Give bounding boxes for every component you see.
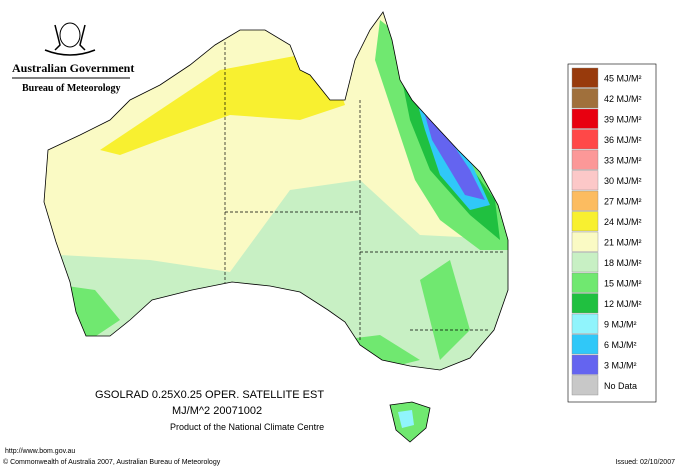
legend-swatch xyxy=(571,231,599,252)
legend-label: 21 MJ/M² xyxy=(604,237,642,247)
legend-label: 18 MJ/M² xyxy=(604,258,642,268)
legend-label: 30 MJ/M² xyxy=(604,176,642,186)
legend-label: 33 MJ/M² xyxy=(604,155,642,165)
legend-swatch xyxy=(571,313,599,334)
tasmania-region xyxy=(398,410,414,428)
legend-swatch xyxy=(571,211,599,232)
legend-label: 3 MJ/M² xyxy=(604,360,637,370)
legend-label: 24 MJ/M² xyxy=(604,217,642,227)
header-government: Australian Government xyxy=(12,61,134,75)
caption-line: GSOLRAD 0.25X0.25 OPER. SATELLITE EST xyxy=(95,389,324,401)
legend-swatch xyxy=(571,149,599,170)
legend: 45 MJ/M² 42 MJ/M² 39 MJ/M² 36 MJ/M² 33 MJ/M²… xyxy=(567,63,657,403)
legend-swatch xyxy=(571,293,599,314)
legend-label: 42 MJ/M² xyxy=(604,94,642,104)
crest xyxy=(44,22,96,56)
legend-label: 9 MJ/M² xyxy=(604,319,637,329)
legend-swatch xyxy=(571,67,599,88)
legend-label: 39 MJ/M² xyxy=(604,114,642,124)
legend-label: 36 MJ/M² xyxy=(604,135,642,145)
legend-swatch xyxy=(571,190,599,211)
legend-label: No Data xyxy=(604,381,637,391)
legend-swatch xyxy=(571,129,599,150)
legend-swatch xyxy=(571,334,599,355)
legend-swatch xyxy=(571,108,599,129)
legend-swatch xyxy=(571,354,599,375)
header-bureau: Bureau of Meteorology xyxy=(22,83,121,94)
legend-swatch xyxy=(571,375,599,396)
footer-copyright: © Commonwealth of Australia 2007, Austra… xyxy=(3,458,221,466)
legend-swatch xyxy=(571,88,599,109)
caption-line: Product of the National Climate Centre xyxy=(170,422,324,432)
legend-swatch xyxy=(571,272,599,293)
state-borders xyxy=(224,42,505,340)
legend-swatch xyxy=(571,170,599,191)
legend-label: 12 MJ/M² xyxy=(604,299,642,309)
legend-label: 45 MJ/M² xyxy=(604,73,642,83)
footer-issued: Issued: 02/10/2007 xyxy=(615,459,675,466)
caption-line: MJ/M^2 20071002 xyxy=(172,405,262,417)
legend-label: 27 MJ/M² xyxy=(604,196,642,206)
legend-swatch xyxy=(571,252,599,273)
legend-label: 6 MJ/M² xyxy=(604,340,637,350)
legend-label: 15 MJ/M² xyxy=(604,278,642,288)
australia-map xyxy=(44,12,508,370)
footer-url: http://www.bom.gov.au xyxy=(5,448,75,455)
